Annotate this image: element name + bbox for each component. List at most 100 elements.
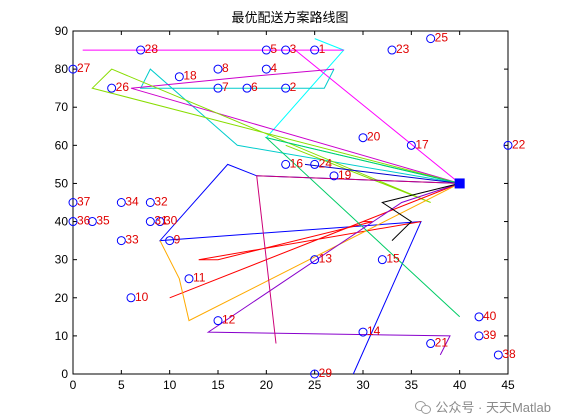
point-label-25: 25 <box>435 31 449 45</box>
y-tick-label: 90 <box>55 24 69 38</box>
point-label-12: 12 <box>222 313 236 327</box>
route-line-9 <box>159 182 460 322</box>
y-tick-label: 70 <box>55 100 69 114</box>
point-label-6: 6 <box>251 80 258 94</box>
point-label-28: 28 <box>145 42 159 56</box>
depot-marker <box>454 178 465 189</box>
customer-point-16 <box>281 159 291 169</box>
customer-point-39 <box>474 331 484 341</box>
customer-point-28 <box>136 45 146 55</box>
x-tick-label: 40 <box>453 378 467 392</box>
customer-point-24 <box>310 159 320 169</box>
customer-point-35 <box>87 217 97 227</box>
point-label-8: 8 <box>222 61 229 75</box>
customer-point-31 <box>145 217 155 227</box>
customer-point-9 <box>165 236 175 246</box>
x-tick-label: 10 <box>163 378 177 392</box>
customer-point-30 <box>155 217 165 227</box>
y-tick-label: 0 <box>61 367 68 381</box>
route-line-10 <box>264 136 461 318</box>
customer-point-17 <box>406 140 416 150</box>
route-line-5 <box>91 68 460 203</box>
point-label-31: 31 <box>154 214 168 228</box>
point-label-9: 9 <box>174 233 181 247</box>
customer-points <box>68 34 513 379</box>
y-tick-label: 60 <box>55 138 69 152</box>
route-line-7 <box>304 163 460 184</box>
watermark: 公众号 · 天天Matlab <box>415 397 551 416</box>
y-tick-label: 30 <box>55 253 69 267</box>
point-label-24: 24 <box>319 156 333 170</box>
y-tick-label: 10 <box>55 329 69 343</box>
customer-point-19 <box>329 171 339 181</box>
point-label-36: 36 <box>77 214 91 228</box>
route-lines <box>82 38 461 375</box>
route-line-4 <box>130 68 460 184</box>
wechat-icon <box>415 400 432 414</box>
y-tick-label: 40 <box>55 215 69 229</box>
point-label-37: 37 <box>77 195 91 209</box>
customer-point-10 <box>126 293 136 303</box>
y-tick-label: 20 <box>55 291 69 305</box>
point-label-7: 7 <box>222 80 229 94</box>
customer-point-27 <box>68 64 78 74</box>
customer-point-2 <box>281 83 291 93</box>
customer-point-33 <box>116 236 126 246</box>
route-line-2 <box>82 49 461 184</box>
route-line-11 <box>206 182 460 356</box>
route-line-3 <box>139 68 460 184</box>
point-label-2: 2 <box>290 80 297 94</box>
customer-point-23 <box>387 45 397 55</box>
customer-point-20 <box>358 133 368 143</box>
point-label-20: 20 <box>367 130 381 144</box>
point-label-4: 4 <box>270 61 277 75</box>
customer-point-37 <box>68 198 78 207</box>
point-label-23: 23 <box>396 42 410 56</box>
depot-layer <box>454 178 465 189</box>
route-line-12 <box>256 175 460 344</box>
customer-point-5 <box>261 45 271 55</box>
point-label-11: 11 <box>193 271 206 285</box>
customer-point-22 <box>503 140 513 150</box>
x-tick-label: 5 <box>118 378 125 392</box>
customer-point-11 <box>184 274 194 284</box>
point-label-10: 10 <box>135 290 149 304</box>
point-labels: 1234567891011121314151617181920212223242… <box>77 31 526 380</box>
point-label-33: 33 <box>125 233 139 247</box>
point-label-35: 35 <box>96 214 110 228</box>
customer-point-7 <box>213 83 223 93</box>
customer-point-13 <box>310 255 320 265</box>
customer-point-29 <box>310 369 320 379</box>
customer-point-26 <box>107 83 117 93</box>
x-tick-label: 30 <box>356 378 370 392</box>
route-line-8 <box>169 182 460 299</box>
chart-title: 最优配送方案路线图 <box>231 10 348 26</box>
customer-point-6 <box>242 83 252 93</box>
customer-point-15 <box>377 255 387 265</box>
point-label-5: 5 <box>270 42 277 56</box>
point-label-38: 38 <box>502 347 516 361</box>
customer-point-25 <box>426 34 436 44</box>
point-label-39: 39 <box>483 328 497 342</box>
y-tick-label: 80 <box>55 62 69 76</box>
x-tick-label: 15 <box>211 378 225 392</box>
customer-point-36 <box>68 217 78 227</box>
point-label-1: 1 <box>319 42 326 56</box>
customer-point-18 <box>174 72 184 82</box>
plot-frame <box>72 30 509 375</box>
point-label-30: 30 <box>164 214 178 228</box>
x-tick-label: 20 <box>260 378 274 392</box>
point-label-13: 13 <box>319 252 333 266</box>
point-label-26: 26 <box>116 80 130 94</box>
customer-point-14 <box>358 327 368 337</box>
point-label-18: 18 <box>183 69 197 83</box>
point-label-17: 17 <box>415 137 429 151</box>
route-line-13 <box>381 182 460 241</box>
point-label-3: 3 <box>290 42 297 56</box>
x-tick-label: 35 <box>405 378 419 392</box>
customer-point-40 <box>474 312 484 322</box>
point-label-15: 15 <box>386 252 400 266</box>
point-label-22: 22 <box>512 137 526 151</box>
x-tick-label: 45 <box>501 378 515 392</box>
